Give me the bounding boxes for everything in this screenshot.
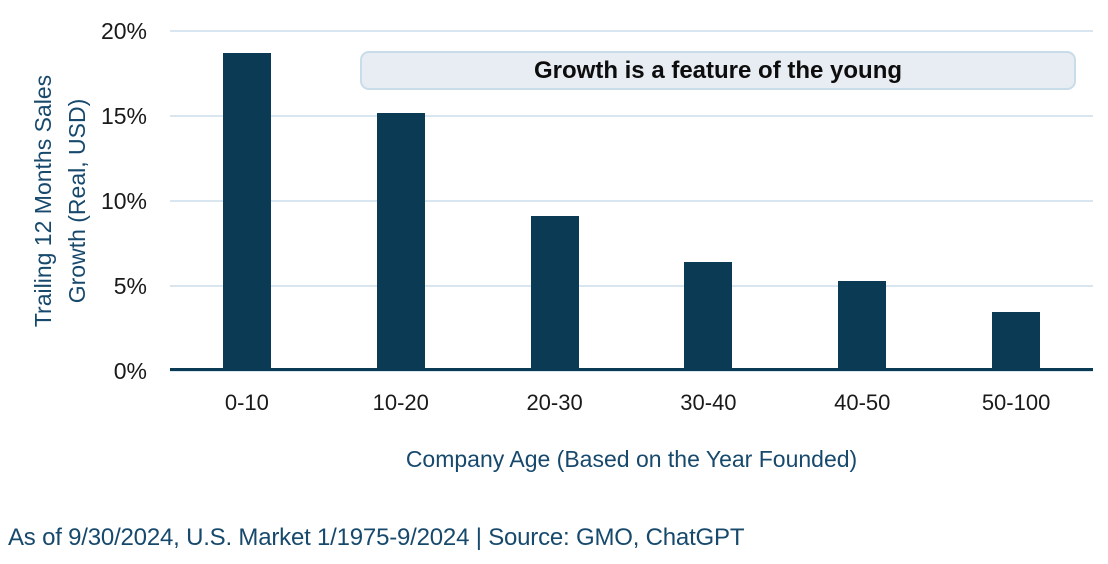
bar-30-40 xyxy=(684,262,733,371)
gridline-15% xyxy=(170,115,1093,117)
x-tick-label-30-40: 30-40 xyxy=(680,390,737,415)
y-tick-label: 5% xyxy=(113,273,147,299)
y-tick-label: 20% xyxy=(100,18,147,44)
x-axis-line xyxy=(170,368,1093,371)
bar-40-50 xyxy=(838,280,887,371)
x-tick-labels: 0-10 10-20 20-30 30-40 40-50 50-100 xyxy=(170,391,1093,417)
y-tick-label: 0% xyxy=(113,358,147,384)
x-tick-label-10-20: 10-20 xyxy=(372,390,429,415)
x-tick-label-0-10: 0-10 xyxy=(224,390,269,415)
y-tick-labels: 0% 5% 10% 15% 20% xyxy=(0,18,147,384)
bar-0-10 xyxy=(222,53,271,371)
x-tick-label-40-50: 40-50 xyxy=(834,390,891,415)
x-tick-label-20-30: 20-30 xyxy=(526,390,583,415)
annotation-banner: Growth is a feature of the young xyxy=(360,51,1076,90)
gridline-0% xyxy=(170,370,1093,372)
gridline-10% xyxy=(170,200,1093,202)
source-note: As of 9/30/2024, U.S. Market 1/1975-9/20… xyxy=(8,524,745,551)
y-tick-label: 15% xyxy=(100,103,147,129)
gridline-5% xyxy=(170,285,1093,287)
gridline-20% xyxy=(170,30,1093,32)
x-tick-label-50-100: 50-100 xyxy=(981,390,1051,415)
bar-20-30 xyxy=(530,216,579,371)
plot-area: Growth is a feature of the young xyxy=(170,30,1093,372)
x-axis-title: Company Age (Based on the Year Founded) xyxy=(405,446,858,472)
annotation-banner-text: Growth is a feature of the young xyxy=(533,56,903,84)
bar-10-20 xyxy=(376,112,425,371)
bar-50-100 xyxy=(992,311,1041,371)
y-tick-label: 10% xyxy=(100,188,147,214)
